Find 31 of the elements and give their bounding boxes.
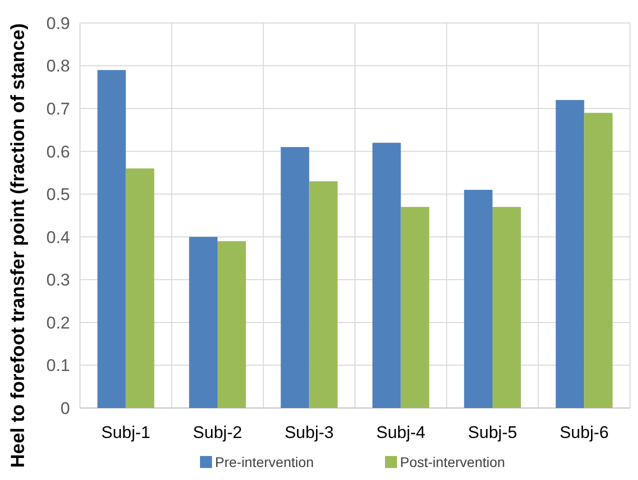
y-tick-label: 0 [60, 398, 70, 418]
x-tick-label: Subj-6 [560, 423, 609, 442]
bar [400, 206, 430, 408]
bar [126, 168, 154, 408]
bar [280, 147, 310, 408]
bar [97, 70, 126, 408]
x-tick-label: Subj-3 [284, 423, 334, 442]
bar [556, 100, 584, 408]
x-tick-label: Subj-2 [192, 423, 242, 442]
y-tick-label: 0.4 [46, 228, 70, 247]
y-tick-label: 0.2 [46, 313, 70, 332]
y-tick-label: 0.5 [46, 185, 70, 204]
x-tick-label: Subj-4 [376, 423, 426, 442]
legend-label: Pre-intervention [215, 454, 314, 470]
y-tick-label: 0.8 [46, 56, 70, 76]
bar [492, 206, 521, 408]
x-tick-label: Subj-5 [468, 423, 518, 442]
bar [464, 190, 492, 408]
bar [372, 142, 401, 408]
y-tick-label: 0.7 [46, 100, 70, 119]
y-tick-label: 0.3 [46, 270, 70, 290]
bar [309, 181, 338, 408]
legend-label: Post-intervention [400, 454, 506, 470]
x-tick-label: Subj-1 [101, 423, 150, 442]
y-tick-label: 0.6 [46, 142, 70, 162]
bar [218, 241, 246, 408]
bar [189, 236, 218, 408]
y-tick-label: 0.9 [46, 14, 70, 33]
y-tick-label: 0.1 [46, 356, 70, 376]
bar [584, 112, 613, 408]
y-axis-title: Heel to forefoot transfer point (fraction of stance) [8, 23, 29, 468]
